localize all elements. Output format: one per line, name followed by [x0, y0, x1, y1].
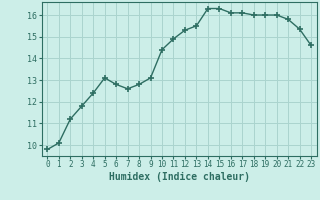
X-axis label: Humidex (Indice chaleur): Humidex (Indice chaleur): [109, 172, 250, 182]
